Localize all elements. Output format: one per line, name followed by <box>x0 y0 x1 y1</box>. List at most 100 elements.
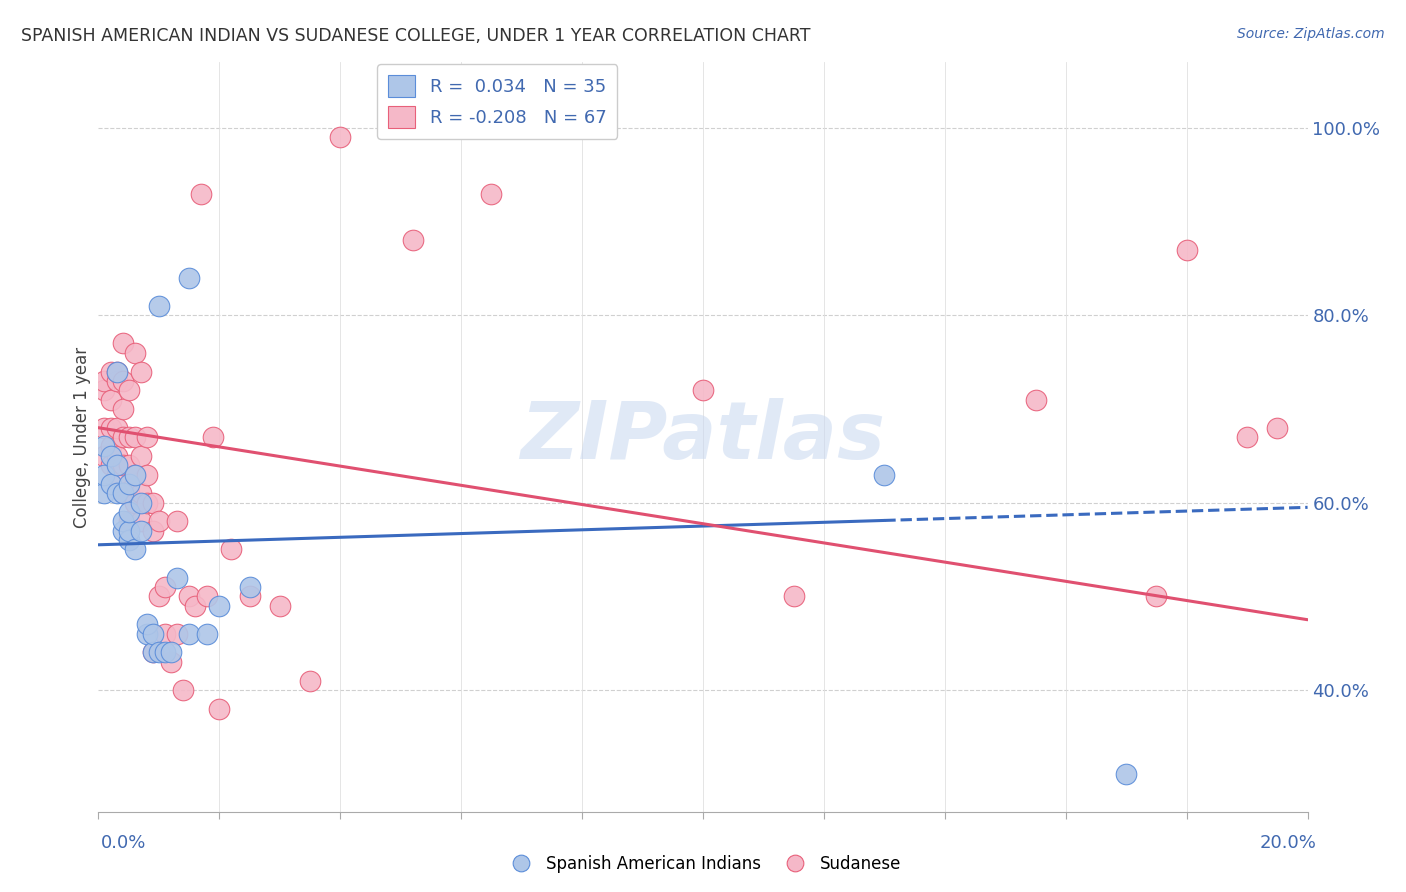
Point <box>105 365 128 379</box>
Point <box>111 402 134 417</box>
Point <box>166 571 188 585</box>
Point <box>873 467 896 482</box>
Point <box>129 365 152 379</box>
Point <box>179 626 201 640</box>
Text: Source: ZipAtlas.com: Source: ZipAtlas.com <box>1237 27 1385 41</box>
Point <box>221 542 243 557</box>
Point <box>239 580 262 594</box>
Point <box>118 533 141 547</box>
Point <box>111 514 134 528</box>
Point <box>118 430 141 444</box>
Point <box>129 496 152 510</box>
Point <box>208 701 231 715</box>
Point <box>135 617 157 632</box>
Point <box>481 186 503 201</box>
Point <box>142 626 165 640</box>
Point <box>1236 430 1258 444</box>
Point <box>190 186 212 201</box>
Point <box>100 440 122 454</box>
Text: SPANISH AMERICAN INDIAN VS SUDANESE COLLEGE, UNDER 1 YEAR CORRELATION CHART: SPANISH AMERICAN INDIAN VS SUDANESE COLL… <box>21 27 811 45</box>
Point <box>105 420 128 434</box>
Point <box>160 655 183 669</box>
Point <box>269 599 291 613</box>
Point <box>402 233 425 247</box>
Point <box>93 384 115 398</box>
Point <box>93 467 115 482</box>
Point <box>153 646 176 660</box>
Point <box>105 374 128 388</box>
Point <box>111 458 134 473</box>
Point <box>100 449 122 463</box>
Point <box>118 384 141 398</box>
Point <box>195 590 218 604</box>
Point <box>135 430 157 444</box>
Point <box>135 467 157 482</box>
Point <box>111 486 134 500</box>
Point <box>111 430 134 444</box>
Point <box>124 430 146 444</box>
Point <box>142 646 165 660</box>
Point <box>179 271 201 285</box>
Point <box>129 449 152 463</box>
Point <box>118 458 141 473</box>
Legend: Spanish American Indians, Sudanese: Spanish American Indians, Sudanese <box>498 848 908 880</box>
Text: 0.0%: 0.0% <box>101 834 146 852</box>
Point <box>1115 767 1137 781</box>
Point <box>118 486 141 500</box>
Point <box>100 458 122 473</box>
Point <box>148 590 170 604</box>
Point <box>1267 420 1289 434</box>
Point <box>329 130 352 145</box>
Point <box>184 599 207 613</box>
Point <box>153 580 176 594</box>
Point <box>105 458 128 473</box>
Point <box>124 467 146 482</box>
Text: 20.0%: 20.0% <box>1260 834 1316 852</box>
Y-axis label: College, Under 1 year: College, Under 1 year <box>73 346 91 528</box>
Point <box>118 524 141 538</box>
Point <box>148 514 170 528</box>
Point <box>692 384 714 398</box>
Point <box>179 590 201 604</box>
Point <box>124 467 146 482</box>
Point <box>111 486 134 500</box>
Point <box>195 626 218 640</box>
Point <box>160 646 183 660</box>
Text: ZIPatlas: ZIPatlas <box>520 398 886 476</box>
Point <box>239 590 262 604</box>
Point <box>166 626 188 640</box>
Point <box>129 514 152 528</box>
Point <box>1175 243 1198 257</box>
Point <box>105 486 128 500</box>
Point <box>111 524 134 538</box>
Point <box>153 626 176 640</box>
Point <box>124 496 146 510</box>
Point <box>105 365 128 379</box>
Point <box>93 420 115 434</box>
Point <box>129 486 152 500</box>
Point <box>124 345 146 359</box>
Point <box>148 299 170 313</box>
Point <box>148 646 170 660</box>
Point <box>118 514 141 528</box>
Point <box>118 505 141 519</box>
Point <box>142 646 165 660</box>
Point <box>111 374 134 388</box>
Point <box>100 476 122 491</box>
Point <box>142 524 165 538</box>
Point <box>93 440 115 454</box>
Point <box>118 476 141 491</box>
Point <box>100 365 122 379</box>
Point <box>100 420 122 434</box>
Point <box>1144 590 1167 604</box>
Legend: R =  0.034   N = 35, R = -0.208   N = 67: R = 0.034 N = 35, R = -0.208 N = 67 <box>377 64 617 139</box>
Point <box>299 673 322 688</box>
Point <box>100 392 122 407</box>
Point <box>135 626 157 640</box>
Point <box>783 590 806 604</box>
Point <box>1024 392 1046 407</box>
Point <box>111 336 134 351</box>
Point <box>93 374 115 388</box>
Point <box>105 467 128 482</box>
Point <box>93 486 115 500</box>
